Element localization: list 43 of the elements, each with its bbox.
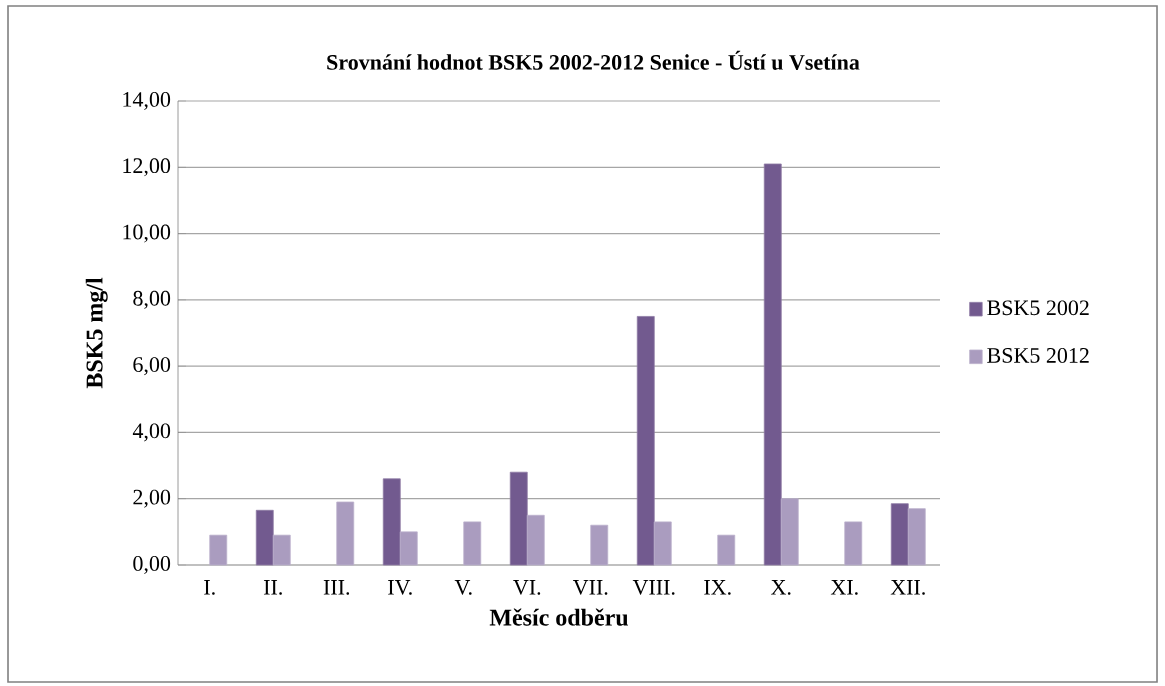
x-tick-label: IX. xyxy=(704,580,731,595)
legend-label: BSK5 2002 xyxy=(987,300,1089,316)
y-tick-label: 14,00 xyxy=(123,92,171,111)
bar xyxy=(653,521,672,566)
bar xyxy=(717,534,736,566)
y-tick-label: 0,00 xyxy=(133,556,171,575)
bar xyxy=(272,534,291,566)
x-tick-label: I. xyxy=(204,580,215,595)
x-tick-label: II. xyxy=(263,580,282,595)
bar xyxy=(844,521,863,566)
chart-title: Srovnání hodnot BSK5 2002-2012 Senice - Ústí u Vsetína xyxy=(327,50,860,70)
x-tick-label: XI. xyxy=(830,580,858,595)
y-tick-label: 8,00 xyxy=(133,290,171,309)
bar xyxy=(399,531,418,566)
y-tick-label: 4,00 xyxy=(132,423,171,442)
x-tick-label: III. xyxy=(323,580,350,595)
bar xyxy=(890,503,909,566)
bar xyxy=(255,509,274,566)
bar xyxy=(907,508,926,566)
bar xyxy=(636,316,655,566)
bar xyxy=(209,534,228,566)
bar xyxy=(509,471,528,566)
x-tick-label: X. xyxy=(771,580,791,595)
y-tick-label: 12,00 xyxy=(123,158,171,177)
y-tick-label: 2,00 xyxy=(133,489,171,508)
legend-label: BSK5 2012 xyxy=(987,348,1089,363)
bar xyxy=(463,521,482,566)
y-tick-label: 6,00 xyxy=(133,357,171,376)
x-axis-title: Měsíc odběru xyxy=(489,608,629,626)
x-tick-label: VII. xyxy=(572,580,608,595)
y-tick-label: 10,00 xyxy=(123,224,171,243)
bar xyxy=(780,498,799,566)
x-tick-label: V. xyxy=(454,580,472,595)
bar xyxy=(590,524,609,566)
x-tick-label: VI. xyxy=(513,580,541,595)
x-tick-label: VIII. xyxy=(632,580,675,595)
x-tick-label: XII. xyxy=(890,580,925,595)
bar xyxy=(336,501,355,566)
bar xyxy=(763,163,782,566)
x-tick-label: IV. xyxy=(388,580,412,595)
bar xyxy=(382,478,401,566)
bar xyxy=(526,514,545,566)
y-axis-title: BSK5 mg/l xyxy=(85,277,108,389)
